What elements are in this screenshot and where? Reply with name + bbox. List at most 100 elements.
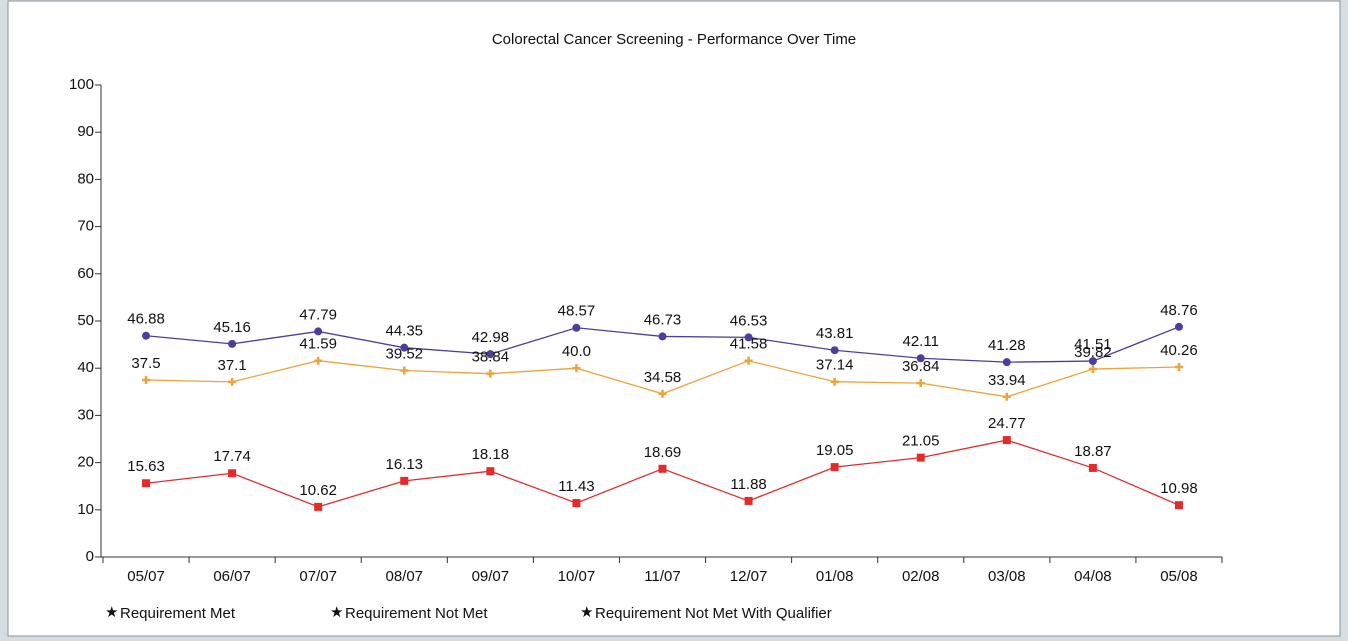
data-label: 21.05 (902, 433, 940, 450)
point (1088, 357, 1097, 366)
legend-label: Requirement Not Met With Qualifier (595, 605, 832, 622)
legend-label: Requirement Not Met (345, 605, 488, 622)
x-tick-label: 01/08 (816, 568, 854, 585)
point (1002, 436, 1011, 445)
y-tick-label: 40 (77, 359, 94, 376)
data-label: 48.57 (558, 303, 596, 320)
data-label: 42.98 (472, 329, 510, 346)
point (1088, 365, 1097, 374)
data-label: 24.77 (988, 415, 1026, 432)
point (658, 389, 667, 398)
x-tick-label: 02/08 (902, 568, 940, 585)
y-tick-label: 10 (77, 501, 94, 518)
chart-title: Colorectal Cancer Screening - Performanc… (492, 31, 856, 48)
data-label: 48.76 (1160, 302, 1198, 319)
y-tick-label: 90 (77, 123, 94, 140)
point (1088, 463, 1097, 472)
data-label: 42.11 (903, 333, 939, 350)
data-label: 18.18 (472, 446, 510, 463)
point (314, 356, 323, 365)
x-tick-label: 10/07 (558, 568, 596, 585)
point (228, 339, 237, 348)
x-tick-label: 03/08 (988, 568, 1026, 585)
point (830, 346, 839, 355)
x-tick-label: 12/07 (730, 568, 768, 585)
y-tick-label: 100 (69, 76, 94, 93)
point (830, 463, 839, 472)
data-label: 40.0 (562, 343, 591, 360)
legend-label: Requirement Met (120, 605, 236, 622)
y-tick-label: 70 (77, 218, 94, 235)
legend-symbol: ★ (330, 604, 343, 621)
y-tick-label: 50 (77, 312, 94, 329)
data-label: 34.58 (644, 369, 682, 386)
data-label: 15.63 (127, 458, 165, 475)
point (400, 476, 409, 485)
point (916, 379, 925, 388)
data-label: 18.87 (1074, 443, 1112, 460)
data-label: 37.14 (816, 357, 854, 374)
point (142, 331, 151, 340)
data-label: 45.16 (213, 319, 251, 336)
point (314, 327, 323, 336)
data-label: 17.74 (213, 448, 251, 465)
point (400, 366, 409, 375)
data-label: 37.1 (218, 357, 247, 374)
point (1002, 392, 1011, 401)
x-tick-label: 08/07 (385, 568, 423, 585)
data-label: 16.13 (385, 456, 423, 473)
x-tick-label: 11/07 (644, 568, 680, 585)
legend-symbol: ★ (580, 604, 593, 621)
point (1174, 362, 1183, 371)
data-label: 33.94 (988, 372, 1026, 389)
point (830, 377, 839, 386)
data-label: 11.88 (730, 476, 766, 493)
legend-symbol: ★ (105, 604, 118, 621)
point (572, 364, 581, 373)
x-tick-label: 07/07 (299, 568, 337, 585)
point (314, 502, 323, 511)
data-label: 10.98 (1160, 480, 1198, 497)
point (572, 323, 581, 332)
point (572, 499, 581, 508)
point (486, 350, 495, 359)
point (228, 469, 237, 478)
data-label: 47.79 (299, 306, 337, 323)
data-label: 37.5 (131, 355, 160, 372)
point (658, 332, 667, 341)
data-label: 44.35 (385, 323, 423, 340)
point (228, 377, 237, 386)
point (916, 453, 925, 462)
data-label: 19.05 (816, 442, 854, 459)
point (744, 356, 753, 365)
x-tick-label: 06/07 (213, 568, 251, 585)
x-tick-label: 04/08 (1074, 568, 1112, 585)
data-label: 41.59 (299, 336, 337, 353)
data-label: 46.73 (644, 311, 682, 328)
data-label: 10.62 (299, 482, 337, 499)
data-label: 39.52 (385, 345, 423, 362)
x-tick-label: 09/07 (472, 568, 510, 585)
data-label: 18.69 (644, 444, 682, 461)
x-tick-label: 05/08 (1160, 568, 1198, 585)
point (486, 467, 495, 476)
point (1002, 358, 1011, 367)
data-label: 38.84 (472, 349, 510, 366)
x-tick-label: 05/07 (127, 568, 165, 585)
point (658, 464, 667, 473)
data-label: 41.28 (988, 337, 1026, 354)
y-tick-label: 30 (77, 406, 94, 423)
point (744, 333, 753, 342)
y-tick-label: 20 (77, 454, 94, 471)
y-tick-label: 80 (77, 170, 94, 187)
data-label: 41.51 (1074, 336, 1112, 353)
data-label: 39.82 (1074, 344, 1112, 361)
point (916, 354, 925, 363)
data-label: 43.81 (816, 325, 854, 342)
data-label: 41.58 (730, 336, 768, 353)
point (400, 343, 409, 352)
data-label: 36.84 (902, 358, 940, 375)
data-label: 46.53 (730, 312, 768, 329)
point (142, 376, 151, 384)
